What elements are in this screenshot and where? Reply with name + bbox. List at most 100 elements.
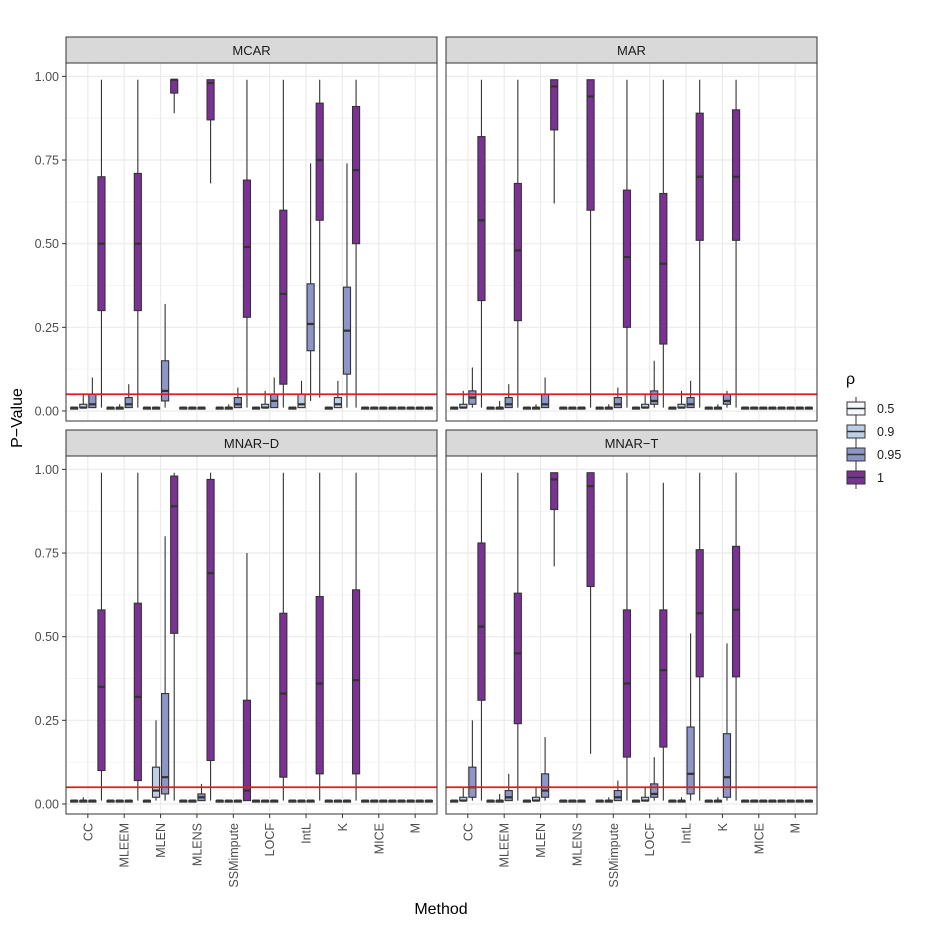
- x-tick-label: LOCF: [263, 823, 277, 857]
- box-body: [504, 397, 513, 409]
- box-mlens-rho-0.5: [179, 406, 188, 410]
- panel-title: MNAR−T: [605, 436, 659, 451]
- box-ssmimpute-rho-0.9: [604, 797, 613, 803]
- box-mlen-rho-0.9: [531, 404, 541, 410]
- box-m-rho-1: [424, 406, 433, 410]
- y-tick-label: 0.00: [35, 797, 59, 811]
- box-k-rho-0.5: [704, 799, 713, 803]
- box-cc-rho-1: [477, 79, 486, 408]
- box-intl-rho-0.5: [288, 799, 297, 803]
- box-mlen-rho-0.95: [541, 737, 550, 801]
- y-tick-label: 0.50: [35, 237, 59, 251]
- panel-background: [446, 456, 817, 814]
- box-cc-rho-0.5: [70, 406, 79, 410]
- panel-strip: [445, 36, 818, 64]
- box-body: [133, 172, 142, 312]
- box-mleem-rho-0.95: [504, 384, 513, 409]
- box-m-rho-0.9: [786, 799, 795, 803]
- box-mlen-rho-0.95: [161, 536, 170, 801]
- box-mice-rho-0.5: [361, 406, 370, 410]
- x-tick-label: IntL: [680, 823, 694, 844]
- box-mleem-rho-1: [133, 472, 142, 801]
- box-mice-rho-0.5: [361, 799, 370, 803]
- panel-strip: [65, 36, 438, 64]
- box-mlen-rho-0.9: [531, 787, 541, 802]
- box-mlen-rho-0.5: [142, 406, 152, 410]
- y-tick-label: 0.25: [35, 321, 59, 335]
- box-mlens-rho-0.5: [559, 406, 568, 410]
- box-mleem-rho-1: [133, 79, 142, 408]
- box-mleem-rho-1: [513, 472, 522, 801]
- box-intl-rho-0.5: [288, 406, 297, 410]
- box-mlen-rho-0.9: [151, 406, 161, 410]
- box-m-rho-0.95: [415, 799, 424, 803]
- box-ssmimpute-rho-1: [622, 472, 632, 801]
- box-mleem-rho-0.9: [495, 793, 504, 803]
- panel-border: [65, 455, 438, 815]
- x-tick-label: M: [409, 823, 423, 833]
- x-tick-label: MLENS: [190, 823, 204, 866]
- box-ssmimpute-rho-0.5: [595, 799, 604, 803]
- box-intl-rho-0.95: [686, 633, 695, 801]
- box-body: [233, 397, 242, 409]
- box-k-rho-1: [731, 79, 741, 408]
- box-body: [151, 766, 161, 798]
- box-mlen-rho-0.9: [151, 720, 161, 801]
- legend-item-0.95: 0.95: [846, 443, 901, 466]
- panel-background: [446, 63, 817, 421]
- box-intl-rho-0.95: [306, 799, 315, 803]
- x-tick-label: MLEEM: [498, 823, 512, 867]
- box-ssmimpute-rho-1: [242, 553, 252, 802]
- legend-title: ρ: [846, 371, 855, 388]
- box-mlens-rho-0.5: [559, 799, 568, 803]
- box-m-rho-0.5: [777, 406, 786, 410]
- box-k-rho-1: [351, 79, 361, 408]
- box-body: [650, 390, 659, 405]
- panel-border: [445, 62, 818, 422]
- x-tick-label: SSMimpute: [607, 823, 621, 888]
- box-mleem-rho-0.95: [124, 799, 133, 803]
- box-mice-rho-0.9: [750, 799, 759, 803]
- box-k-rho-0.5: [704, 406, 713, 410]
- box-mice-rho-1: [388, 799, 397, 803]
- legend-label: 0.9: [877, 425, 894, 439]
- box-body: [477, 542, 486, 701]
- box-intl-rho-0.5: [668, 799, 677, 803]
- box-body: [88, 393, 97, 409]
- box-cc-rho-1: [97, 79, 106, 408]
- box-intl-rho-1: [695, 79, 704, 408]
- box-body: [622, 189, 632, 328]
- y-tick-label: 0.00: [35, 404, 59, 418]
- box-intl-rho-1: [695, 472, 704, 801]
- box-body: [686, 397, 695, 409]
- box-mlens-rho-0.9: [568, 799, 577, 803]
- box-mlens-rho-1: [586, 472, 595, 754]
- y-tick-label: 0.25: [35, 714, 59, 728]
- box-body: [513, 182, 522, 322]
- box-mice-rho-0.95: [379, 406, 388, 410]
- panel-strip: [445, 429, 818, 457]
- box-body: [650, 783, 659, 798]
- box-m-rho-0.5: [397, 799, 406, 803]
- panel-1: MCAR 0.00 0.25 0.50 0.75 1.00: [35, 36, 438, 422]
- box-body: [306, 283, 315, 352]
- box-locf-rho-0.95: [650, 757, 659, 801]
- box-k-rho-0.9: [713, 797, 722, 803]
- box-body: [504, 790, 513, 802]
- box-body: [333, 397, 342, 409]
- box-ssmimpute-rho-0.95: [233, 799, 242, 803]
- box-body: [242, 179, 252, 318]
- x-tick-label: M: [789, 823, 803, 833]
- box-mlen-rho-1: [170, 78, 179, 114]
- box-mleem-rho-1: [513, 79, 522, 408]
- x-tick-label: LOCF: [643, 823, 657, 857]
- box-cc-rho-1: [477, 472, 486, 801]
- y-tick-label: 0.50: [35, 630, 59, 644]
- box-k-rho-0.5: [324, 799, 333, 803]
- box-mlen-rho-0.5: [522, 406, 532, 410]
- box-intl-rho-0.95: [306, 163, 315, 401]
- box-k-rho-0.95: [722, 643, 732, 801]
- legend-item-1: 1: [846, 466, 884, 489]
- box-mlens-rho-0.9: [188, 799, 197, 803]
